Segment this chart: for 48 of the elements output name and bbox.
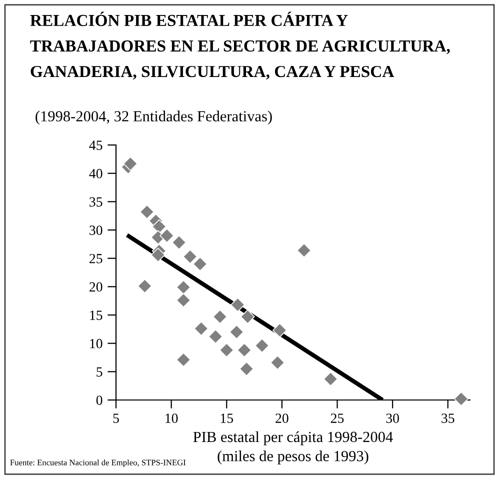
point xyxy=(237,342,252,358)
point xyxy=(219,342,234,358)
point xyxy=(140,204,154,220)
point xyxy=(239,362,254,376)
y-tick-label: 30 xyxy=(90,226,102,235)
chart-subtitle: (1998-2004, 32 Entidades Federativas) xyxy=(36,110,272,125)
x-tick-label: 10 xyxy=(166,414,178,423)
point xyxy=(208,329,223,344)
x-tick-label: 35 xyxy=(442,414,454,423)
y-tick-label: 40 xyxy=(89,168,102,178)
y-tick-label: 20 xyxy=(90,282,102,292)
point xyxy=(192,256,208,272)
point xyxy=(229,324,244,340)
y-tick-label: 45 xyxy=(89,140,102,150)
x-axis-title: PIB estatal per cápita 1998-2004 (miles de pesos de 1993) xyxy=(193,431,393,464)
point xyxy=(123,156,138,171)
point xyxy=(230,298,245,312)
y-tick-label: 5 xyxy=(96,367,102,377)
point xyxy=(212,309,228,324)
x-tick-label: 30 xyxy=(386,414,399,423)
point xyxy=(160,228,174,243)
point xyxy=(270,355,285,370)
y-tick-label: 35 xyxy=(90,197,102,207)
x-tick-label: 25 xyxy=(330,414,344,423)
y-tick-label: 0 xyxy=(96,396,102,405)
point xyxy=(454,392,468,406)
chart-title: RELACIÓN PIB ESTATAL PER CÁPITA Y TRABAJADORES EN EL SECTOR DE AGRICULTURA, GANADERIA, SILVICULTURA, CAZA Y PESCA xyxy=(30,12,450,80)
point xyxy=(296,243,312,258)
y-tick-label: 10 xyxy=(90,338,102,348)
x-tick-label: 5 xyxy=(113,414,119,423)
source-note: Fuente: Encuesta Nacional de Empleo, STPS-INEGI xyxy=(10,459,186,468)
point xyxy=(254,338,270,353)
point xyxy=(272,323,287,338)
x-tick-label: 15 xyxy=(220,414,234,423)
point xyxy=(194,321,208,336)
point xyxy=(172,235,186,250)
y-tick-label: 15 xyxy=(90,310,102,320)
point xyxy=(323,372,338,386)
point xyxy=(176,352,191,367)
x-tick-label: 20 xyxy=(276,414,288,423)
point xyxy=(176,280,191,294)
point xyxy=(150,248,166,262)
point xyxy=(176,293,191,308)
point xyxy=(182,249,198,264)
point xyxy=(152,219,166,234)
point xyxy=(138,278,152,294)
y-tick-label: 25 xyxy=(90,254,102,264)
point xyxy=(240,309,255,324)
